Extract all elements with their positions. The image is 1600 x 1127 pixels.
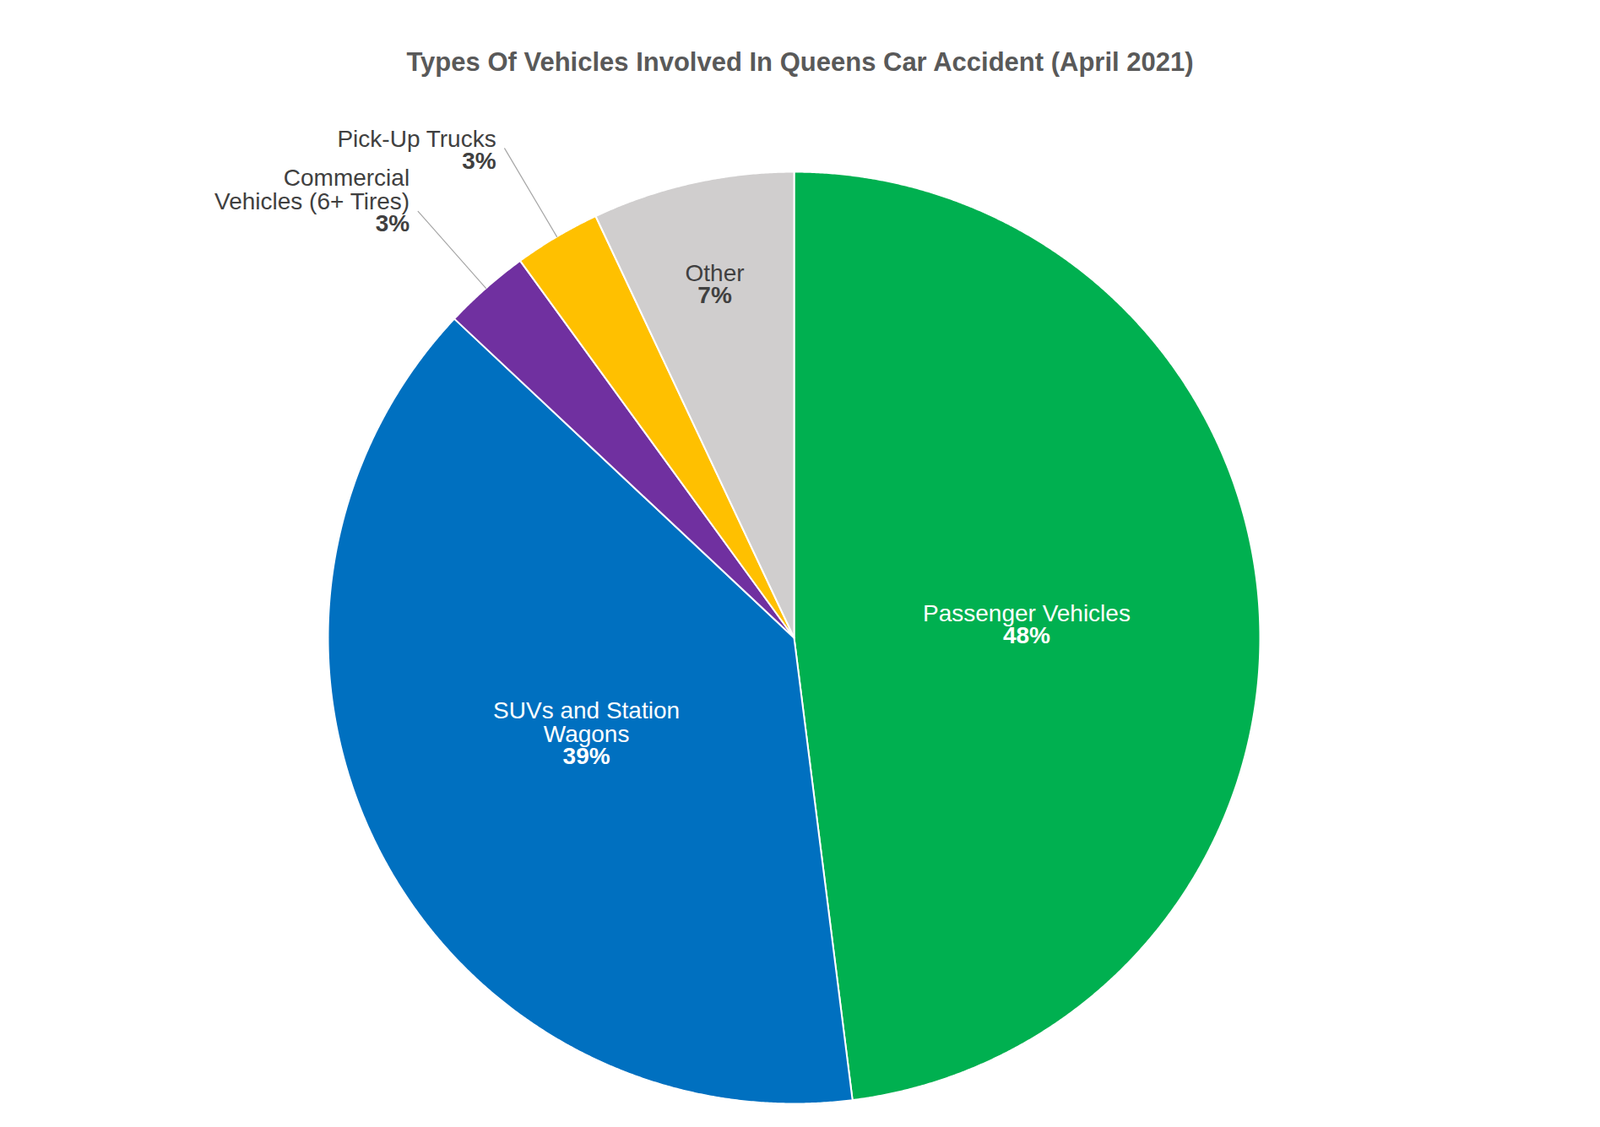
svg-text:Passenger Vehicles: Passenger Vehicles (922, 600, 1131, 627)
svg-text:48%: 48% (1003, 622, 1051, 649)
svg-text:SUVs and StationWagons: SUVs and StationWagons (493, 697, 680, 748)
svg-text:3%: 3% (461, 147, 497, 174)
svg-text:3%: 3% (375, 210, 411, 237)
svg-text:Pick-Up Trucks: Pick-Up Trucks (337, 125, 497, 152)
svg-text:39%: 39% (563, 743, 611, 770)
svg-text:7%: 7% (697, 282, 733, 309)
svg-text:Other: Other (685, 260, 745, 287)
html-text:Types Of Vehicles Involved In: Types Of Vehicles Involved In Queens Car… (406, 47, 1194, 77)
svg-text:CommercialVehicles (6+ Tires): CommercialVehicles (6+ Tires) (214, 164, 410, 215)
